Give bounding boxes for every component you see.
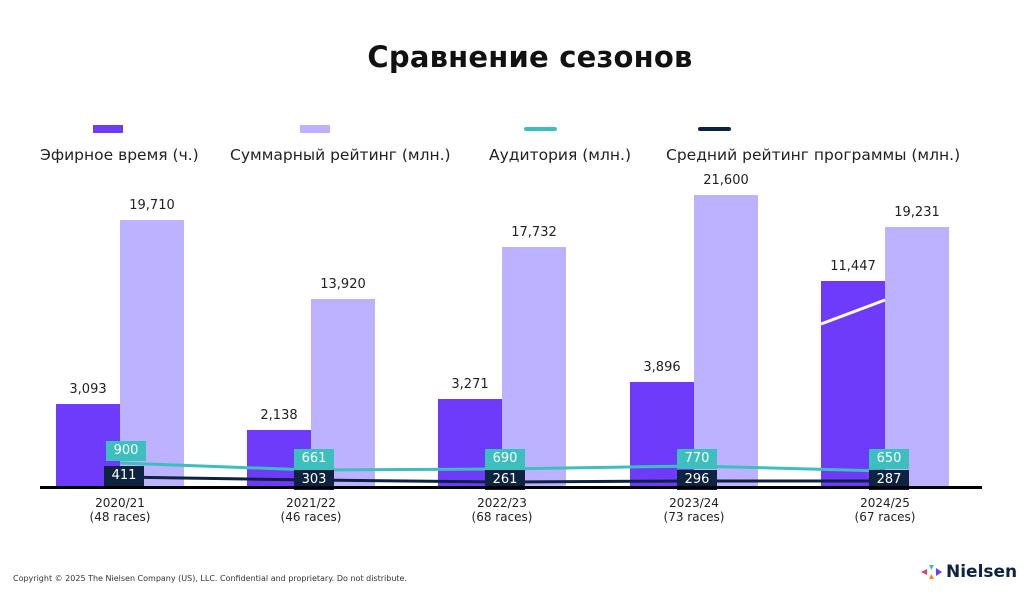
x-label-2022-23: 2022/23 (68 races): [442, 496, 562, 524]
bar-total-2022-23: [502, 247, 566, 488]
season-label: 2024/25: [860, 496, 910, 510]
bar-total-2024-25: [885, 227, 949, 488]
avg-rating-tag-2020-21: 411: [104, 466, 144, 486]
value-total-2020-21: 19,710: [129, 198, 175, 213]
legend-label-airtime: Эфирное время (ч.): [40, 146, 199, 164]
nielsen-logo-icon: [921, 565, 942, 579]
value-airtime-2022-23: 3,271: [451, 377, 489, 392]
avg-rating-tag-2022-23: 261: [485, 470, 525, 490]
legend-label-avg-rating: Средний рейтинг программы (млн.): [666, 146, 961, 164]
season-label: 2022/23: [477, 496, 527, 510]
avg-rating-tag-2021-22: 303: [294, 470, 334, 490]
x-label-2023-24: 2023/24 (73 races): [634, 496, 754, 524]
races-label: (68 races): [471, 510, 533, 524]
avg-rating-tag-2023-24: 296: [677, 470, 717, 490]
audience-tag-2020-21: 900: [106, 441, 146, 461]
avg-rating-tag-2024-25: 287: [869, 470, 909, 490]
value-airtime-2020-21: 3,093: [69, 382, 107, 397]
season-label: 2023/24: [669, 496, 719, 510]
audience-tag-2022-23: 690: [485, 449, 525, 469]
audience-line: [119, 461, 886, 473]
legend-label-total-rating: Суммарный рейтинг (млн.): [230, 146, 451, 164]
season-label: 2021/22: [286, 496, 336, 510]
x-label-2024-25: 2024/25 (67 races): [825, 496, 945, 524]
x-label-2020-21: 2020/21 (48 races): [60, 496, 180, 524]
bar-total-2023-24: [694, 195, 758, 488]
chart-title: Сравнение сезонов: [367, 40, 693, 74]
legend-swatch-airtime: [93, 125, 123, 133]
legend-line-audience: [524, 127, 557, 131]
season-label: 2020/21: [95, 496, 145, 510]
audience-tag-2023-24: 770: [677, 449, 717, 469]
value-total-2022-23: 17,732: [511, 225, 557, 240]
legend-swatch-total-rating: [300, 125, 330, 133]
races-label: (73 races): [663, 510, 725, 524]
audience-tag-2024-25: 650: [869, 449, 909, 469]
x-label-2021-22: 2021/22 (46 races): [251, 496, 371, 524]
nielsen-logo: Nielsen: [921, 562, 1017, 582]
value-total-2023-24: 21,600: [703, 173, 749, 188]
audience-tag-2021-22: 661: [294, 449, 334, 469]
races-label: (67 races): [854, 510, 916, 524]
value-airtime-2024-25: 11,447: [830, 259, 876, 274]
legend-line-avg-rating: [698, 127, 731, 131]
value-total-2021-22: 13,920: [320, 277, 366, 292]
nielsen-logo-text: Nielsen: [946, 562, 1018, 582]
x-axis-baseline: [40, 486, 982, 489]
annotation-white-stroke: [820, 298, 886, 326]
legend-label-audience: Аудитория (млн.): [489, 146, 631, 164]
value-total-2024-25: 19,231: [894, 205, 940, 220]
value-airtime-2021-22: 2,138: [260, 408, 298, 423]
value-airtime-2023-24: 3,896: [643, 360, 681, 375]
copyright-footer: Copyright © 2025 The Nielsen Company (US…: [13, 574, 407, 583]
races-label: (48 races): [89, 510, 151, 524]
races-label: (46 races): [280, 510, 342, 524]
